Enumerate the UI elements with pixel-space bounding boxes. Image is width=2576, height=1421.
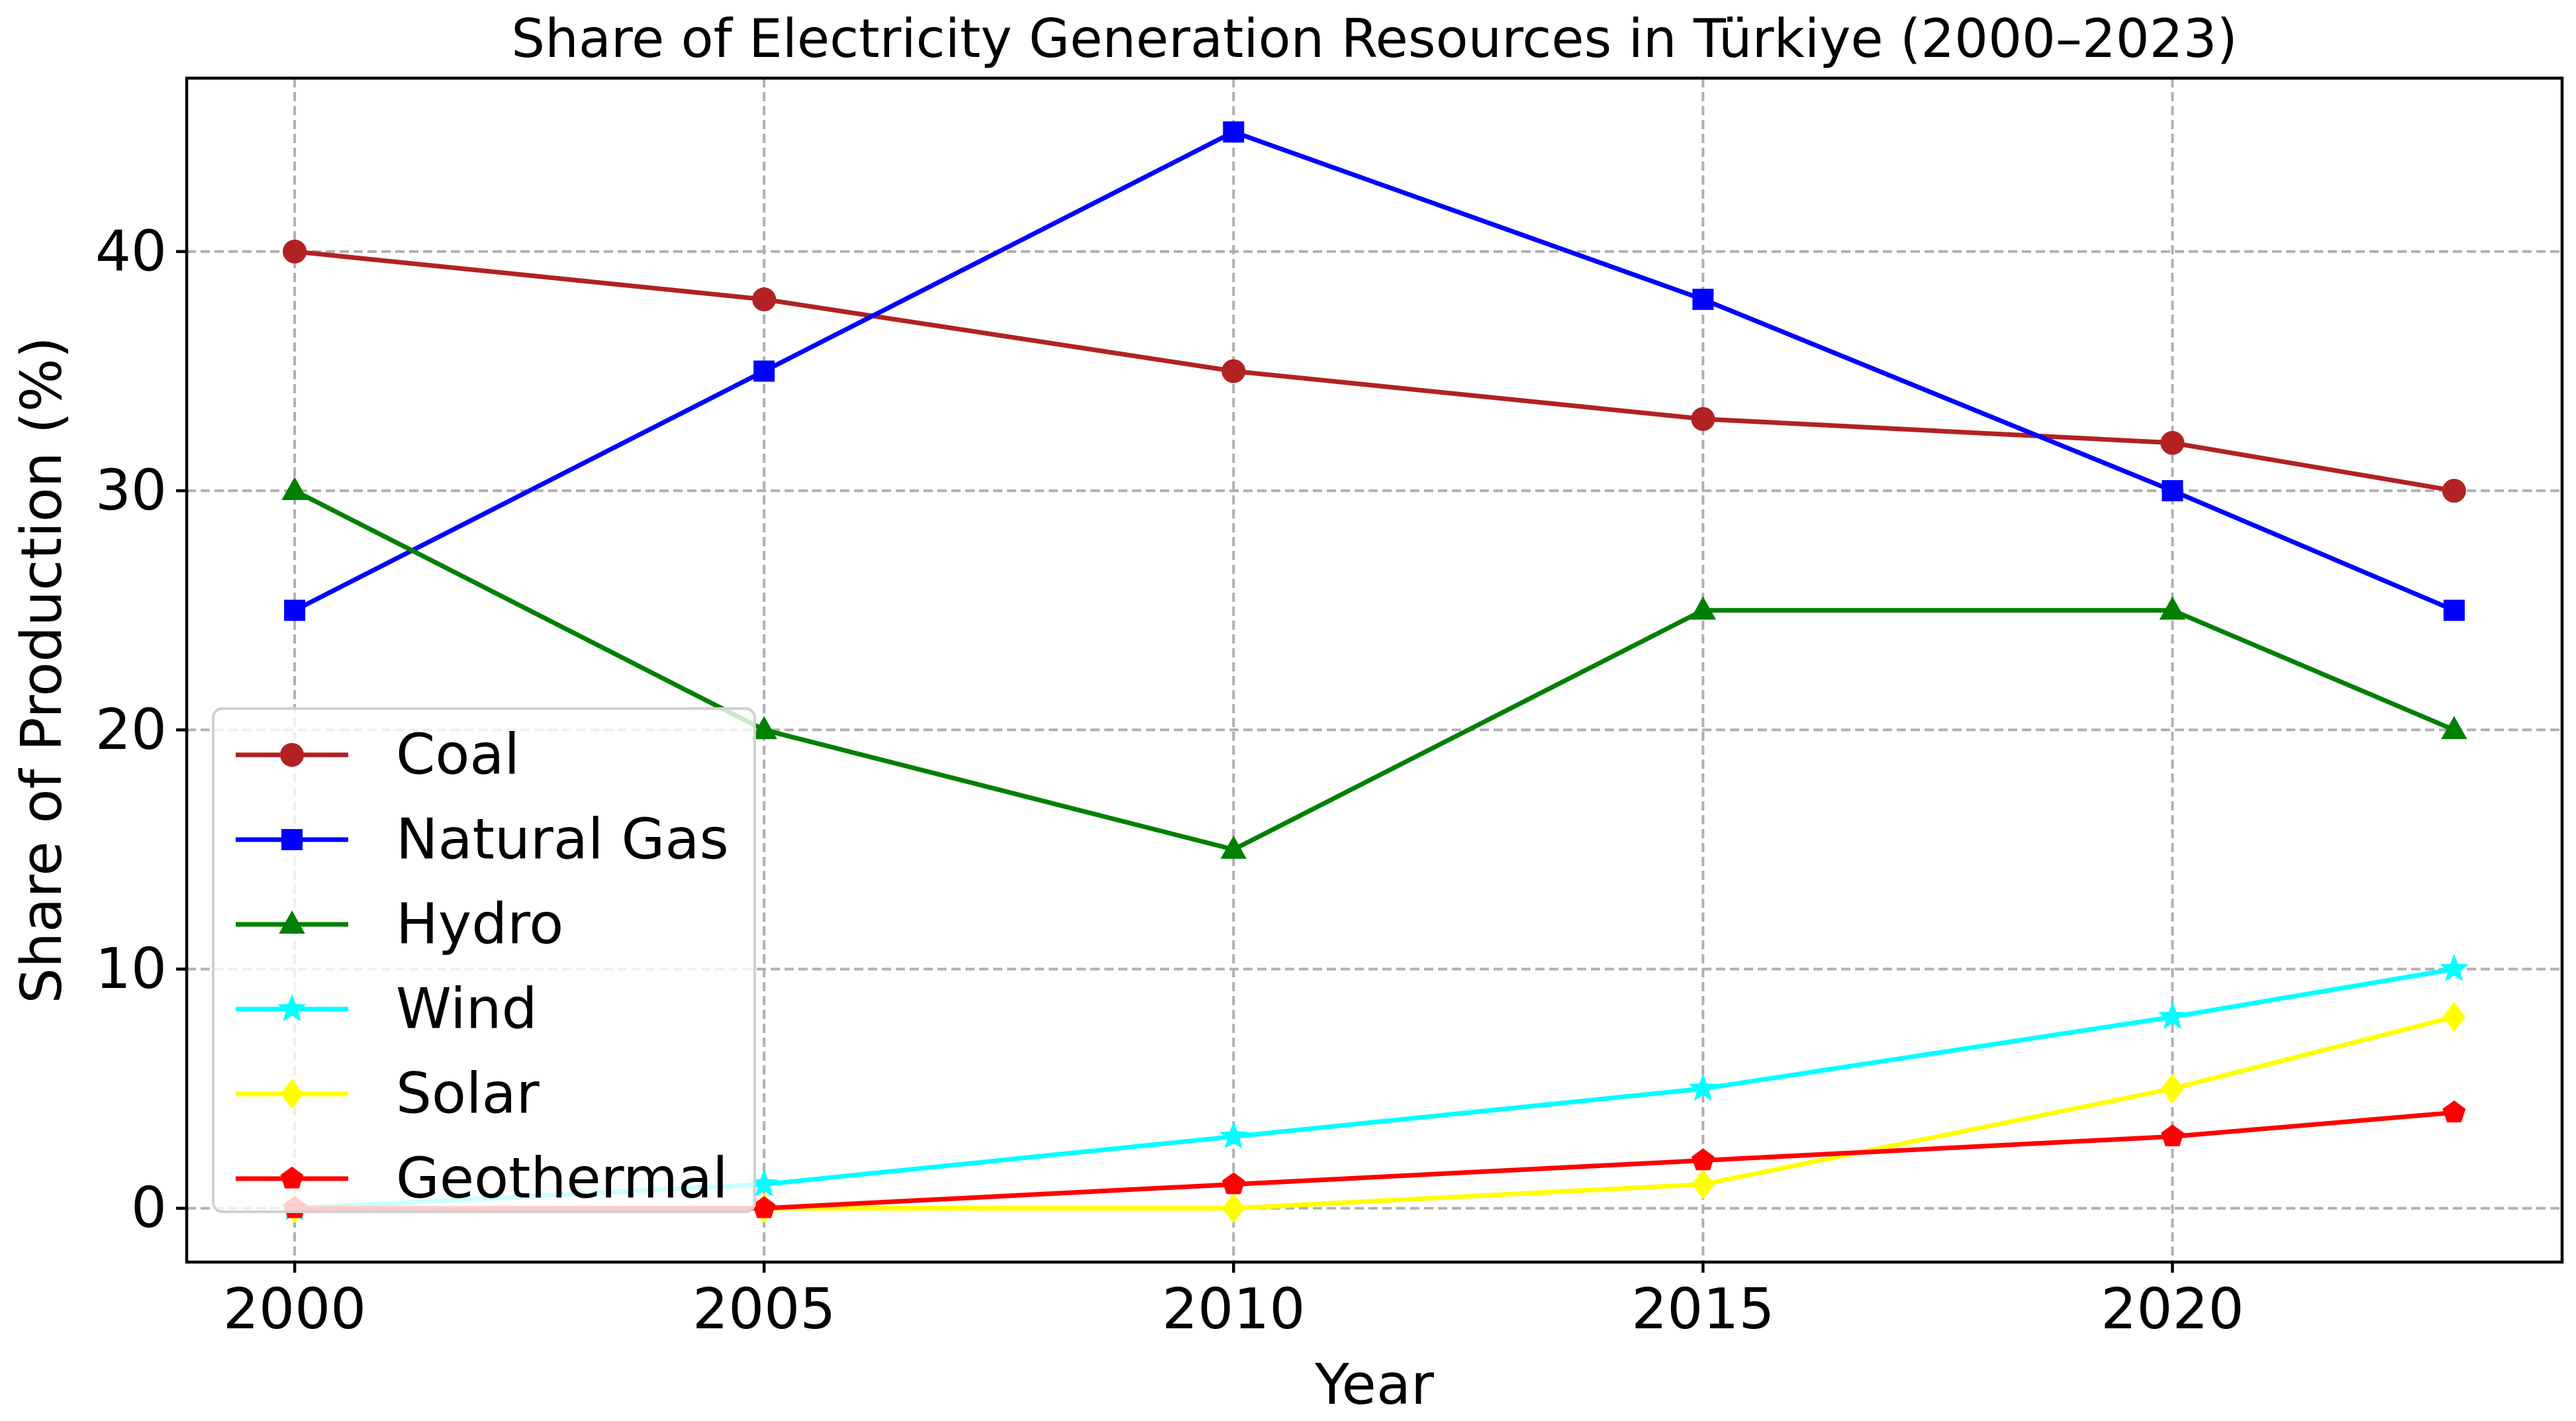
legend-marker-natural-gas bbox=[281, 829, 303, 850]
data-point-solar bbox=[2161, 1073, 2184, 1104]
legend-item-coal: Coal bbox=[236, 722, 520, 788]
legend-label-coal: Coal bbox=[396, 722, 520, 788]
legend-marker-hydro bbox=[279, 910, 305, 934]
data-point-coal bbox=[1221, 359, 1246, 383]
data-point-natural-gas bbox=[753, 360, 775, 382]
y-tick-label: 40 bbox=[95, 219, 167, 284]
x-tick-label: 2010 bbox=[1162, 1277, 1305, 1342]
data-point-wind bbox=[2440, 954, 2469, 981]
data-point-geothermal bbox=[2161, 1124, 2184, 1147]
data-point-coal bbox=[2442, 479, 2466, 503]
legend-marker-solar bbox=[280, 1079, 304, 1109]
data-point-wind bbox=[2158, 1001, 2187, 1030]
legend-label-solar: Solar bbox=[396, 1061, 540, 1127]
legend-marker-coal bbox=[280, 743, 304, 767]
axis-ticks: 2000 2005 2010 2015 2020 0 10 20 30 40 bbox=[95, 219, 2244, 1342]
data-point-geothermal bbox=[1692, 1148, 1715, 1171]
plot-frame bbox=[185, 76, 2564, 1264]
data-point-natural-gas bbox=[2162, 480, 2183, 502]
data-point-natural-gas bbox=[1223, 121, 1245, 143]
x-tick-label: 2005 bbox=[692, 1277, 835, 1342]
data-point-hydro bbox=[281, 477, 308, 501]
x-tick-label: 2015 bbox=[1631, 1277, 1774, 1342]
legend-label-natural-gas: Natural Gas bbox=[396, 807, 729, 873]
data-point-coal bbox=[752, 287, 777, 312]
data-point-coal bbox=[1691, 407, 1715, 431]
data-point-hydro bbox=[751, 716, 777, 740]
series-coal bbox=[283, 239, 2466, 503]
x-tick-label: 2020 bbox=[2101, 1277, 2244, 1342]
legend-item-geothermal: Geothermal bbox=[236, 1146, 728, 1212]
legend-label-geothermal: Geothermal bbox=[396, 1146, 728, 1212]
series-line-coal bbox=[294, 249, 2455, 493]
data-point-solar bbox=[2442, 1002, 2466, 1032]
data-point-natural-gas bbox=[2443, 599, 2465, 621]
legend-box bbox=[212, 707, 756, 1213]
data-point-wind bbox=[1688, 1073, 1718, 1101]
y-tick-label: 10 bbox=[95, 936, 167, 1002]
x-tick-label: 2000 bbox=[223, 1277, 366, 1342]
series-natural-gas bbox=[284, 121, 2465, 621]
legend-marker-wind bbox=[277, 994, 307, 1022]
x-axis-label: Year bbox=[1314, 1352, 1434, 1418]
data-point-solar bbox=[1692, 1169, 1715, 1200]
legend-item-natural-gas: Natural Gas bbox=[236, 807, 729, 873]
data-point-geothermal bbox=[1221, 1172, 1245, 1195]
data-point-hydro bbox=[1220, 835, 1247, 859]
data-point-hydro bbox=[1690, 596, 1717, 620]
legend-item-wind: Wind bbox=[236, 977, 538, 1042]
data-point-geothermal bbox=[752, 1196, 776, 1218]
data-point-hydro bbox=[2159, 596, 2186, 620]
legend-marker-geothermal bbox=[280, 1166, 304, 1189]
legend-item-hydro: Hydro bbox=[236, 892, 563, 957]
y-axis-label: Share of Production (%) bbox=[9, 336, 75, 1004]
y-tick-label: 0 bbox=[131, 1175, 167, 1241]
data-point-natural-gas bbox=[1692, 289, 1714, 311]
legend-label-hydro: Hydro bbox=[396, 892, 563, 957]
data-point-coal bbox=[2160, 430, 2185, 455]
series-line-natural-gas bbox=[293, 129, 2456, 612]
series-line-hydro bbox=[293, 488, 2456, 852]
data-point-natural-gas bbox=[284, 599, 306, 621]
y-tick-label: 30 bbox=[95, 458, 167, 524]
data-point-wind bbox=[1219, 1121, 1248, 1149]
y-tick-label: 20 bbox=[95, 697, 167, 763]
data-point-solar bbox=[1222, 1193, 1245, 1224]
data-point-hydro bbox=[2441, 716, 2467, 740]
data-point-geothermal bbox=[2442, 1100, 2466, 1122]
series-hydro bbox=[281, 477, 2467, 859]
data-point-coal bbox=[283, 239, 307, 264]
legend-item-solar: Solar bbox=[236, 1061, 540, 1127]
legend-label-wind: Wind bbox=[396, 977, 538, 1042]
legend: Coal Natural Gas Hydro Wind Solar Geothermal bbox=[212, 707, 756, 1213]
chart-title: Share of Electricity Generation Resource… bbox=[511, 8, 2237, 70]
